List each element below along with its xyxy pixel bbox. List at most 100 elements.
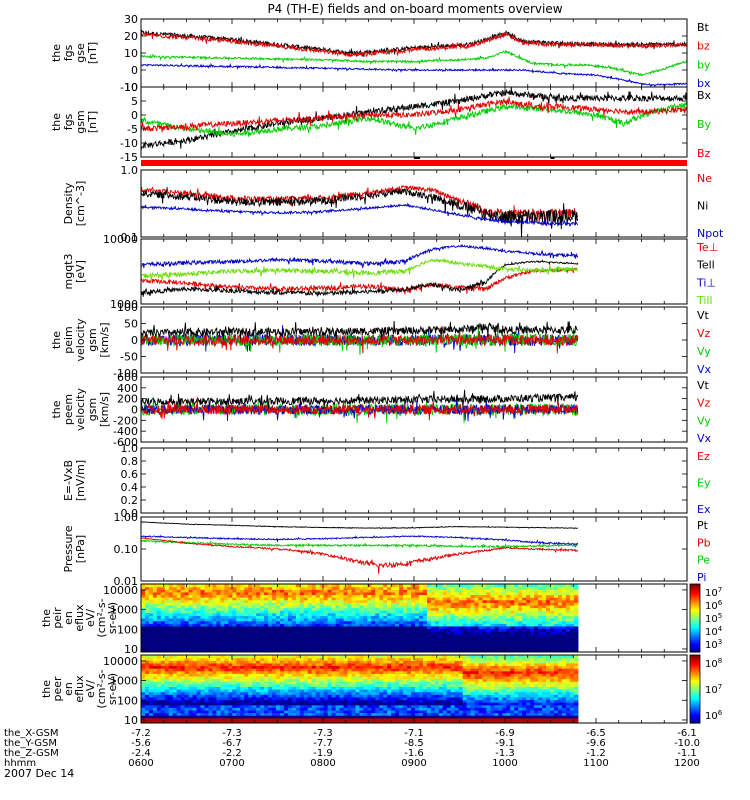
legend-Ey: Ey — [697, 477, 711, 490]
legend-Pt: Pt — [697, 519, 709, 532]
y-axis-label: (cm²-s- — [95, 598, 108, 637]
legend-Vz: Vz — [697, 327, 711, 340]
panel-fgs-gse: 30 20 10 0 -10 the fgs gse [nT] Bt bz by bx — [50, 13, 711, 94]
row-value: 1100 — [583, 758, 608, 769]
legend-bz: bz — [697, 40, 710, 53]
series-bx — [141, 62, 687, 87]
y-tick-label: 400 — [117, 382, 138, 395]
legend-Ez: Ez — [697, 450, 710, 463]
y-tick-label: -10 — [120, 137, 138, 150]
y-axis-label: [nT] — [86, 42, 99, 64]
y-axis-label: eV/ — [84, 609, 97, 627]
y-tick-label: 10 — [124, 714, 138, 727]
row-value: -8.5 — [404, 738, 424, 749]
y-tick-label: 1000 — [110, 298, 138, 311]
y-tick-label: 10 — [124, 81, 138, 94]
legend-Vy: Vy — [697, 345, 711, 358]
row-value: -6.9 — [495, 728, 515, 739]
y-tick-label: 1000 — [110, 675, 138, 688]
series-Vz — [141, 397, 579, 421]
y-tick-label: 1.0 — [121, 442, 139, 455]
series-Bt — [141, 28, 687, 57]
panel-e-field: 1.00.80.60.40.20.0 E=-VxB [mV/m] Ez Ey Ex — [62, 442, 711, 520]
y-tick-label: 0 — [131, 334, 138, 347]
y-tick-label: 0.4 — [121, 481, 139, 494]
peem-vel-lines — [141, 389, 579, 423]
colorbar-label: 107 — [705, 586, 722, 599]
y-axis-label: gsm — [74, 110, 87, 133]
legend-Vx: Vx — [697, 363, 712, 376]
panel-peer-eflux: 108 107 106 10000 1000 100 10 thepeerenefluxeV/… — [40, 654, 723, 727]
y-tick-label: 1.0 — [121, 164, 139, 177]
series-Vy — [141, 395, 579, 423]
legend-Bx: Bx — [697, 89, 712, 102]
row-value: -6.5 — [586, 728, 606, 739]
y-tick-label: 0.6 — [121, 468, 139, 481]
position-table: the_X-GSM -7.2 -7.3 -7.3 -7.1 -6.9 -6.5 -6.1 the… — [4, 728, 700, 769]
y-tick-label: 30 — [124, 13, 138, 26]
peer-eflux-spectrogram — [141, 655, 579, 723]
colorbar-label: 106 — [705, 599, 723, 612]
series-Vt — [141, 320, 579, 341]
series-by — [141, 49, 687, 77]
legend-Pi: Pi — [697, 571, 706, 584]
row-value: 1000 — [492, 758, 517, 769]
legend-bx: bx — [697, 77, 711, 90]
y-axis-label: (cm²-s- — [95, 669, 108, 708]
row-value: -6.7 — [222, 738, 242, 749]
y-axis-label: Pressure — [62, 525, 75, 572]
legend-Ne: Ne — [697, 172, 712, 185]
y-tick-label: 50 — [124, 318, 138, 331]
mgqt3-lines — [141, 244, 579, 298]
pressure-frame — [140, 516, 688, 582]
row-value: -2.2 — [222, 748, 242, 759]
y-axis-label: [km/s] — [98, 322, 111, 357]
y-axis-label: gsm — [86, 328, 99, 351]
y-axis-label: the — [50, 400, 63, 418]
row-label: the_X-GSM — [4, 728, 58, 739]
y-tick-label: 0.2 — [121, 494, 139, 507]
y-tick-label: 20 — [124, 30, 138, 43]
row-value: -5.6 — [131, 738, 151, 749]
series-By — [141, 101, 687, 137]
y-tick-label: 10000 — [103, 233, 138, 246]
series-Tell — [141, 259, 579, 298]
y-axis-label: [nPa] — [74, 535, 87, 563]
fgs-gse-lines — [141, 28, 687, 87]
legend-Te⊥: Te⊥ — [696, 241, 718, 254]
series-Ti⊥ — [141, 244, 579, 269]
legend-Ex: Ex — [697, 503, 711, 516]
row-value: -1.1 — [677, 748, 697, 759]
row-label: the_Z-GSM — [4, 748, 59, 759]
y-tick-label: 0.1 — [121, 231, 139, 244]
y-tick-label: -400 — [113, 425, 138, 438]
row-value: -10.0 — [674, 738, 700, 749]
y-tick-label: 0.0 — [121, 507, 139, 520]
y-tick-label: 10000 — [103, 584, 138, 597]
y-tick-label: -10 — [120, 81, 138, 94]
legend-Vz: Vz — [697, 397, 711, 410]
y-axis-label: velocity — [74, 388, 87, 431]
date-label: 2007 Dec 14 — [4, 767, 74, 780]
panel-pressure: 1.00 0.10 0.01 Pressure [nPa] Pt Pb Pe Pi — [62, 511, 711, 588]
y-axis-label: gsm — [86, 398, 99, 421]
y-axis-label: [km/s] — [98, 392, 111, 427]
colorbar-label: 105 — [705, 612, 722, 625]
quality-bar-mark — [550, 157, 555, 159]
y-axis-label: the — [40, 680, 53, 698]
y-tick-label: 0.8 — [121, 455, 139, 468]
series-Bx — [141, 87, 687, 151]
row-value: 0800 — [310, 758, 335, 769]
y-axis-label: sr-eV) — [106, 602, 119, 634]
density-lines — [141, 184, 579, 237]
y-axis-label: peir — [51, 607, 64, 629]
legend-Bz: Bz — [697, 147, 711, 160]
row-value: -2.4 — [131, 748, 151, 759]
row-value: -7.1 — [404, 728, 424, 739]
y-tick-label: 0.10 — [114, 543, 139, 556]
